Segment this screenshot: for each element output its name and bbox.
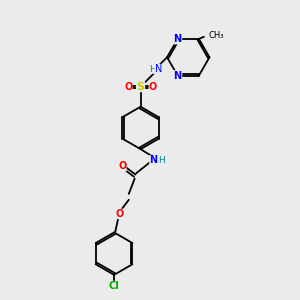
Text: N: N [174, 34, 182, 44]
Text: H: H [158, 156, 165, 165]
Text: N: N [154, 64, 162, 74]
Text: O: O [149, 82, 157, 92]
Text: O: O [115, 209, 124, 219]
Text: S: S [136, 82, 145, 92]
Text: O: O [124, 82, 132, 92]
Text: CH₃: CH₃ [208, 31, 224, 40]
Text: O: O [118, 161, 126, 171]
Text: H: H [149, 64, 156, 74]
Text: N: N [174, 70, 182, 81]
Text: Cl: Cl [109, 281, 119, 291]
Text: N: N [149, 155, 158, 165]
